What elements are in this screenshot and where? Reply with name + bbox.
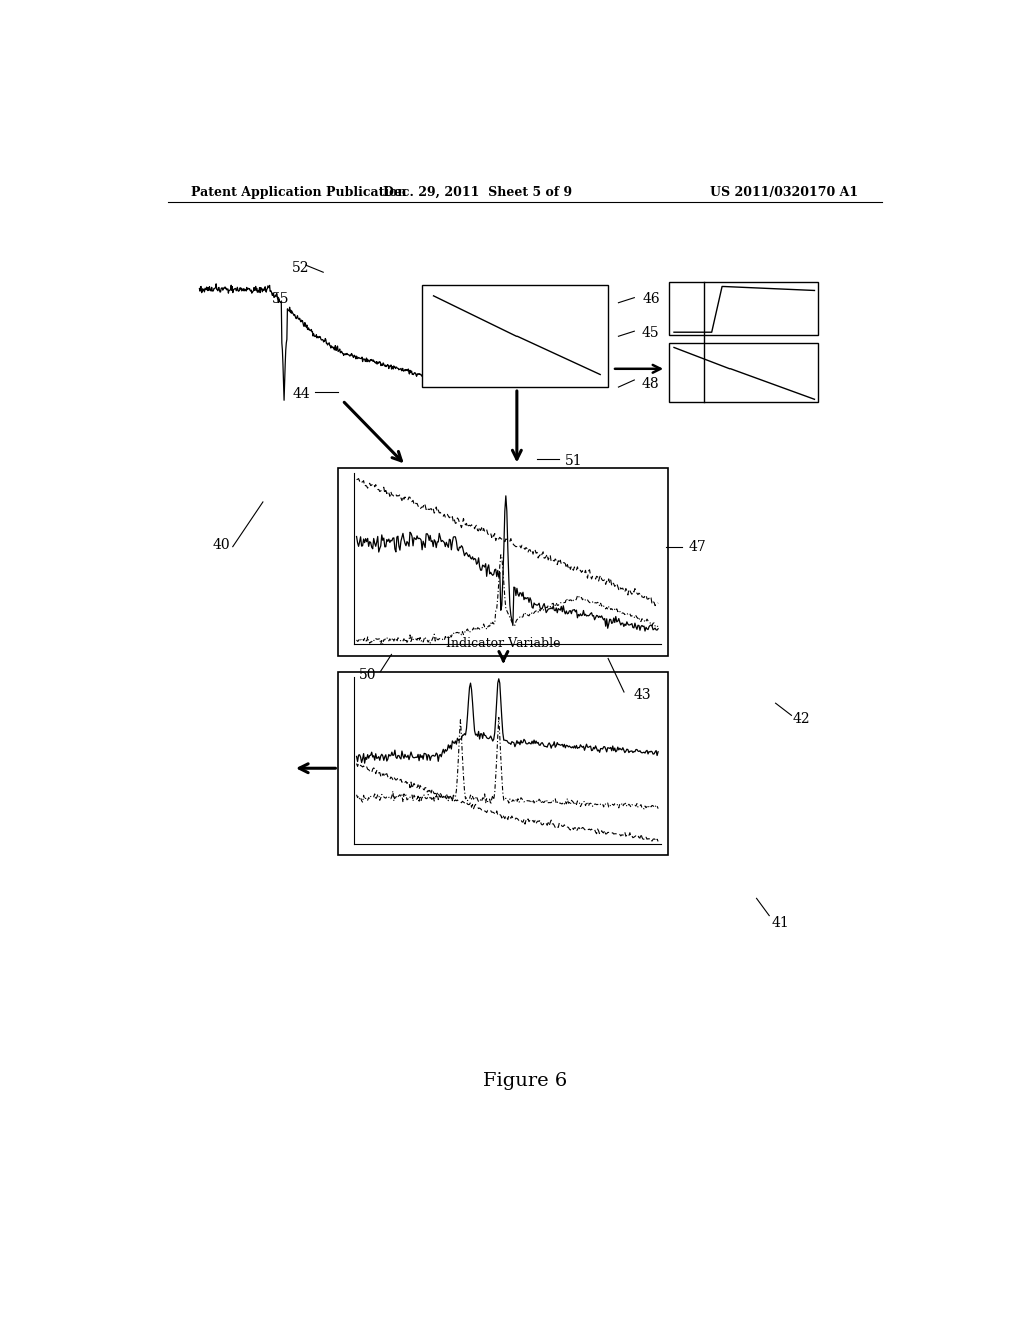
- Text: Figure 6: Figure 6: [482, 1072, 567, 1090]
- Text: Patent Application Publication: Patent Application Publication: [191, 186, 407, 199]
- Text: 51: 51: [565, 454, 583, 469]
- Text: Dec. 29, 2011  Sheet 5 of 9: Dec. 29, 2011 Sheet 5 of 9: [383, 186, 571, 199]
- Bar: [422, 285, 608, 387]
- Text: 41: 41: [771, 916, 790, 929]
- Text: 42: 42: [793, 713, 810, 726]
- Text: 46: 46: [643, 292, 660, 306]
- Text: 48: 48: [641, 378, 659, 391]
- Text: 55: 55: [271, 292, 289, 306]
- Text: US 2011/0320170 A1: US 2011/0320170 A1: [710, 186, 858, 199]
- Bar: [670, 282, 818, 335]
- Text: 50: 50: [359, 668, 377, 681]
- Text: 45: 45: [641, 326, 659, 341]
- Text: 40: 40: [213, 537, 230, 552]
- Text: 44: 44: [292, 387, 310, 401]
- Text: Indicator Variable: Indicator Variable: [446, 638, 560, 651]
- Bar: [338, 469, 668, 656]
- Bar: [670, 343, 818, 403]
- Text: 43: 43: [634, 688, 651, 702]
- Text: 47: 47: [689, 540, 707, 553]
- Text: 52: 52: [292, 261, 309, 275]
- Bar: [338, 672, 668, 854]
